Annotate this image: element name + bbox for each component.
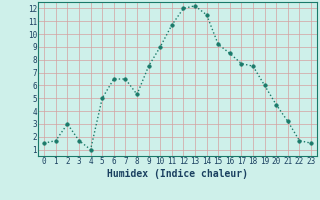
- X-axis label: Humidex (Indice chaleur): Humidex (Indice chaleur): [107, 169, 248, 179]
